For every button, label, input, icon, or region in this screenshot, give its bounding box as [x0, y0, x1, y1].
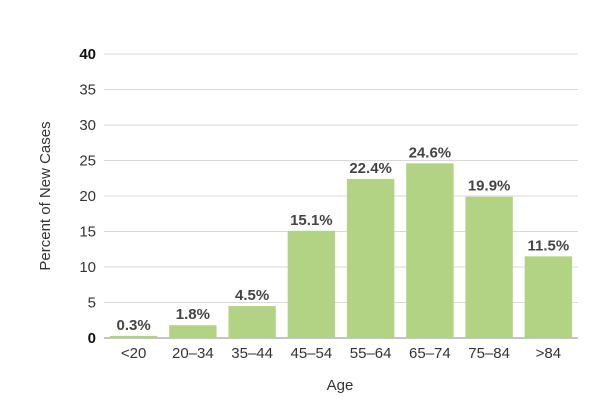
- x-axis-title: Age: [327, 377, 354, 394]
- x-tick-label: >84: [536, 345, 561, 362]
- y-tick-label: 30: [79, 117, 96, 134]
- bar: [524, 256, 573, 338]
- y-tick-label: 40: [79, 46, 96, 63]
- y-axis-ticks: 0 5 10 15 20 25 30 35 40: [79, 46, 96, 347]
- bar: [287, 230, 336, 338]
- gridlines: [104, 53, 578, 339]
- y-tick-label: 20: [79, 188, 96, 205]
- bar: [406, 163, 454, 338]
- data-labels: 0.3% 1.8% 4.5% 15.1% 22.4% 24.6% 19.9% 11.5%: [117, 144, 570, 334]
- data-label: 4.5%: [235, 287, 269, 304]
- y-tick-label: 0: [88, 330, 96, 347]
- bar: [346, 178, 395, 338]
- x-tick-label: 45–54: [291, 345, 333, 362]
- bar: [228, 306, 276, 338]
- x-tick-label: 65–74: [409, 345, 451, 362]
- y-axis-title: Percent of New Cases: [37, 121, 54, 270]
- y-tick-label: 5: [88, 295, 96, 312]
- x-tick-label: 35–44: [231, 345, 273, 362]
- x-tick-label: 20–34: [172, 345, 214, 362]
- bars: [109, 163, 573, 338]
- y-tick-label: 25: [79, 153, 96, 170]
- x-tick-label: 55–64: [350, 345, 392, 362]
- data-label: 24.6%: [409, 144, 452, 161]
- bar: [109, 335, 158, 338]
- data-label: 15.1%: [290, 212, 333, 229]
- y-tick-label: 10: [79, 259, 96, 276]
- data-label: 22.4%: [349, 160, 392, 177]
- y-tick-label: 35: [79, 82, 96, 99]
- data-label: 1.8%: [176, 306, 210, 323]
- data-label: 0.3%: [117, 317, 151, 334]
- y-tick-label: 15: [79, 224, 96, 241]
- bar: [169, 325, 217, 338]
- x-tick-label: 75–84: [468, 345, 510, 362]
- data-label: 11.5%: [528, 237, 570, 254]
- x-axis-ticks: <20 20–34 35–44 45–54 55–64 65–74 75–84 >84: [121, 345, 561, 362]
- x-tick-label: <20: [121, 345, 146, 362]
- data-label: 19.9%: [468, 178, 511, 195]
- bar: [465, 196, 513, 338]
